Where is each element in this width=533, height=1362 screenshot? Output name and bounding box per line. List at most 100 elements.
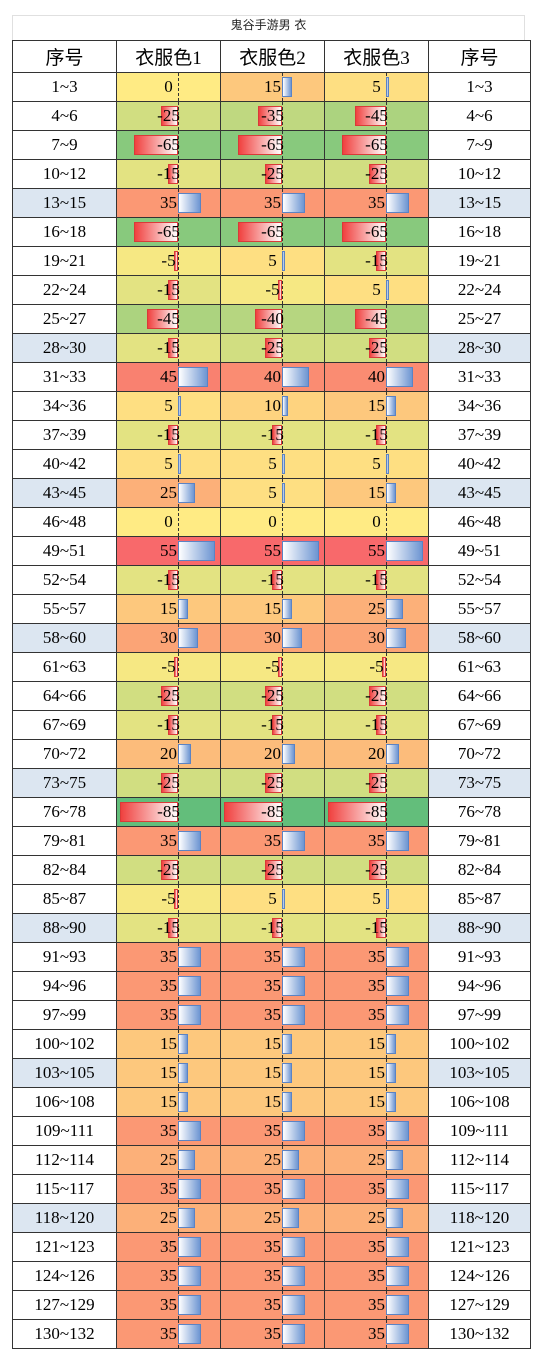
value-cell: 5 bbox=[324, 884, 429, 914]
cell-value: 35 bbox=[160, 1266, 177, 1285]
value-cell: 35 bbox=[324, 188, 429, 218]
data-bar bbox=[177, 1179, 202, 1199]
value-cell: -85 bbox=[116, 797, 221, 827]
cell-value: -15 bbox=[261, 715, 284, 734]
value-cell: -85 bbox=[324, 797, 429, 827]
value-cell: 35 bbox=[116, 1319, 221, 1349]
row-label: 76~78 bbox=[428, 797, 531, 827]
bar-axis bbox=[281, 131, 283, 159]
table-body: 1~3 0 15 5 1~3 4~6 -25 -35 -45 4~6 7~9 -65 -65 -65 7~9… bbox=[12, 72, 531, 1349]
table-row: 124~126 35 35 35 124~126 bbox=[12, 1261, 531, 1291]
value-cell: 45 bbox=[116, 362, 221, 392]
row-label: 124~126 bbox=[12, 1261, 117, 1291]
cell-value: -5 bbox=[161, 657, 176, 676]
value-cell: 35 bbox=[116, 1000, 221, 1030]
bar-axis bbox=[177, 885, 179, 913]
cell-value: -65 bbox=[157, 222, 180, 241]
cell-value: 15 bbox=[160, 1034, 177, 1053]
value-cell: 55 bbox=[220, 536, 325, 566]
table-row: 112~114 25 25 25 112~114 bbox=[12, 1145, 531, 1175]
value-cell: 35 bbox=[324, 1319, 429, 1349]
data-bar bbox=[368, 164, 386, 184]
data-bar bbox=[385, 367, 413, 387]
cell-value: -35 bbox=[261, 106, 284, 125]
cell-value: 25 bbox=[264, 1150, 281, 1169]
value-cell: 20 bbox=[116, 739, 221, 769]
table-row: 97~99 35 35 35 97~99 bbox=[12, 1000, 531, 1030]
value-cell: -15 bbox=[220, 420, 325, 450]
cell-value: -25 bbox=[365, 860, 388, 879]
value-cell: 35 bbox=[116, 1290, 221, 1320]
value-cell: -15 bbox=[324, 246, 429, 276]
data-bar bbox=[177, 628, 199, 648]
row-label: 43~45 bbox=[12, 478, 117, 508]
value-cell: 35 bbox=[220, 1319, 325, 1349]
cell-value: -5 bbox=[265, 657, 280, 676]
row-label: 58~60 bbox=[12, 623, 117, 653]
row-label: 115~117 bbox=[12, 1174, 117, 1204]
value-cell: -45 bbox=[324, 304, 429, 334]
value-cell: 5 bbox=[220, 478, 325, 508]
value-cell: -5 bbox=[220, 652, 325, 682]
cell-value: 25 bbox=[368, 599, 385, 618]
bar-axis bbox=[281, 798, 283, 826]
data-bar bbox=[264, 773, 282, 793]
cell-value: 35 bbox=[368, 947, 385, 966]
data-bar bbox=[281, 1121, 306, 1141]
cell-value: 35 bbox=[160, 1324, 177, 1343]
cell-value: 10 bbox=[264, 396, 281, 415]
cell-value: 35 bbox=[368, 1324, 385, 1343]
value-cell: -65 bbox=[324, 130, 429, 160]
cell-value: 20 bbox=[368, 744, 385, 763]
row-label: 19~21 bbox=[12, 246, 117, 276]
data-bar bbox=[375, 570, 386, 590]
row-label: 97~99 bbox=[12, 1000, 117, 1030]
value-cell: 35 bbox=[220, 1116, 325, 1146]
cell-value: -15 bbox=[157, 918, 180, 937]
cell-value: -25 bbox=[157, 106, 180, 125]
bar-axis bbox=[281, 305, 283, 333]
data-bar bbox=[368, 773, 386, 793]
cell-value: 35 bbox=[160, 1121, 177, 1140]
row-label: 88~90 bbox=[428, 913, 531, 943]
row-label: 55~57 bbox=[12, 594, 117, 624]
row-label: 13~15 bbox=[12, 188, 117, 218]
value-cell: 15 bbox=[220, 72, 325, 102]
cell-value: -15 bbox=[365, 918, 388, 937]
row-label: 61~63 bbox=[12, 652, 117, 682]
data-bar bbox=[281, 1266, 306, 1286]
cell-value: 15 bbox=[368, 1092, 385, 1111]
value-cell: 30 bbox=[220, 623, 325, 653]
value-cell: 35 bbox=[324, 826, 429, 856]
row-label: 28~30 bbox=[428, 333, 531, 363]
data-bar bbox=[177, 947, 202, 967]
value-cell: 5 bbox=[116, 449, 221, 479]
row-label: 127~129 bbox=[12, 1290, 117, 1320]
bar-axis bbox=[385, 218, 387, 246]
row-label: 82~84 bbox=[12, 855, 117, 885]
value-cell: 35 bbox=[220, 971, 325, 1001]
data-bar bbox=[281, 744, 296, 764]
data-bar bbox=[264, 338, 282, 358]
value-cell: 35 bbox=[220, 826, 325, 856]
value-cell: 25 bbox=[116, 478, 221, 508]
row-label: 64~66 bbox=[428, 681, 531, 711]
table-row: 91~93 35 35 35 91~93 bbox=[12, 942, 531, 972]
data-bar bbox=[385, 1092, 396, 1112]
data-bar bbox=[177, 599, 188, 619]
value-cell: 40 bbox=[220, 362, 325, 392]
data-bar bbox=[281, 628, 303, 648]
data-bar bbox=[281, 1237, 306, 1257]
data-bar bbox=[177, 454, 182, 474]
row-label: 46~48 bbox=[12, 507, 117, 537]
cell-value: -65 bbox=[261, 222, 284, 241]
table-row: 103~105 15 15 15 103~105 bbox=[12, 1058, 531, 1088]
data-bar bbox=[382, 657, 386, 677]
row-label: 82~84 bbox=[428, 855, 531, 885]
data-bar bbox=[177, 193, 202, 213]
bar-axis bbox=[281, 218, 283, 246]
value-cell: 55 bbox=[116, 536, 221, 566]
table-row: 85~87 -5 5 5 85~87 bbox=[12, 884, 531, 914]
data-bar bbox=[385, 1237, 410, 1257]
cell-value: -15 bbox=[157, 164, 180, 183]
